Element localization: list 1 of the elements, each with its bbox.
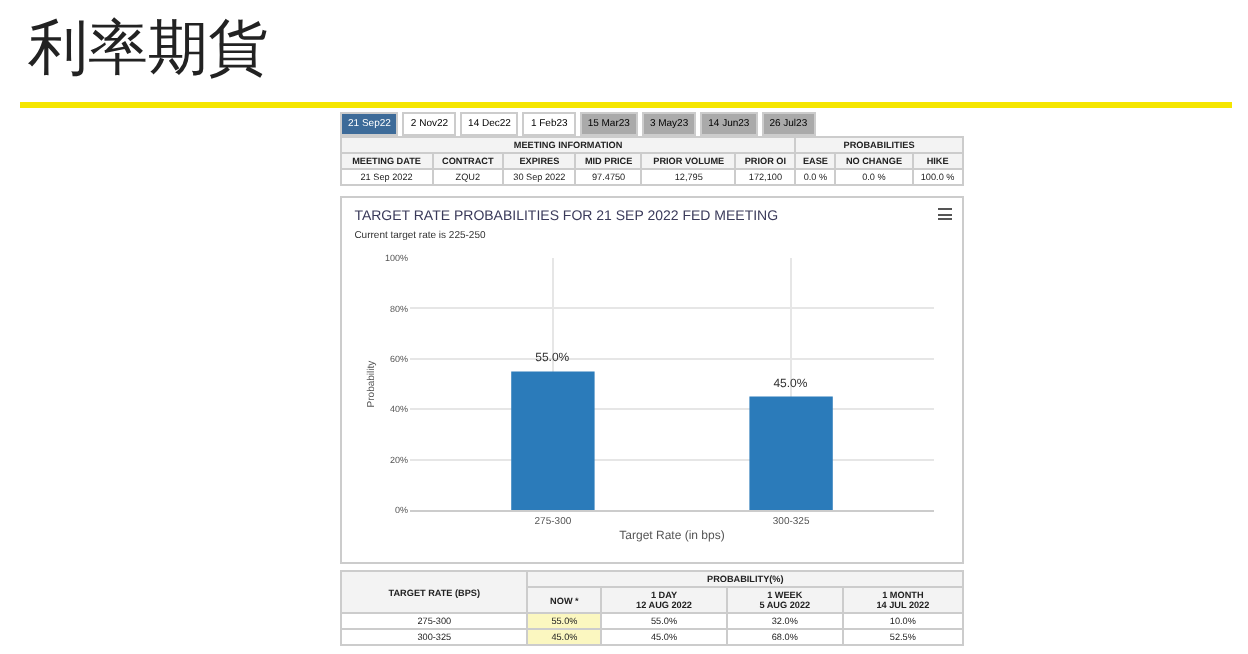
- text: 利率期貨: [28, 12, 268, 88]
